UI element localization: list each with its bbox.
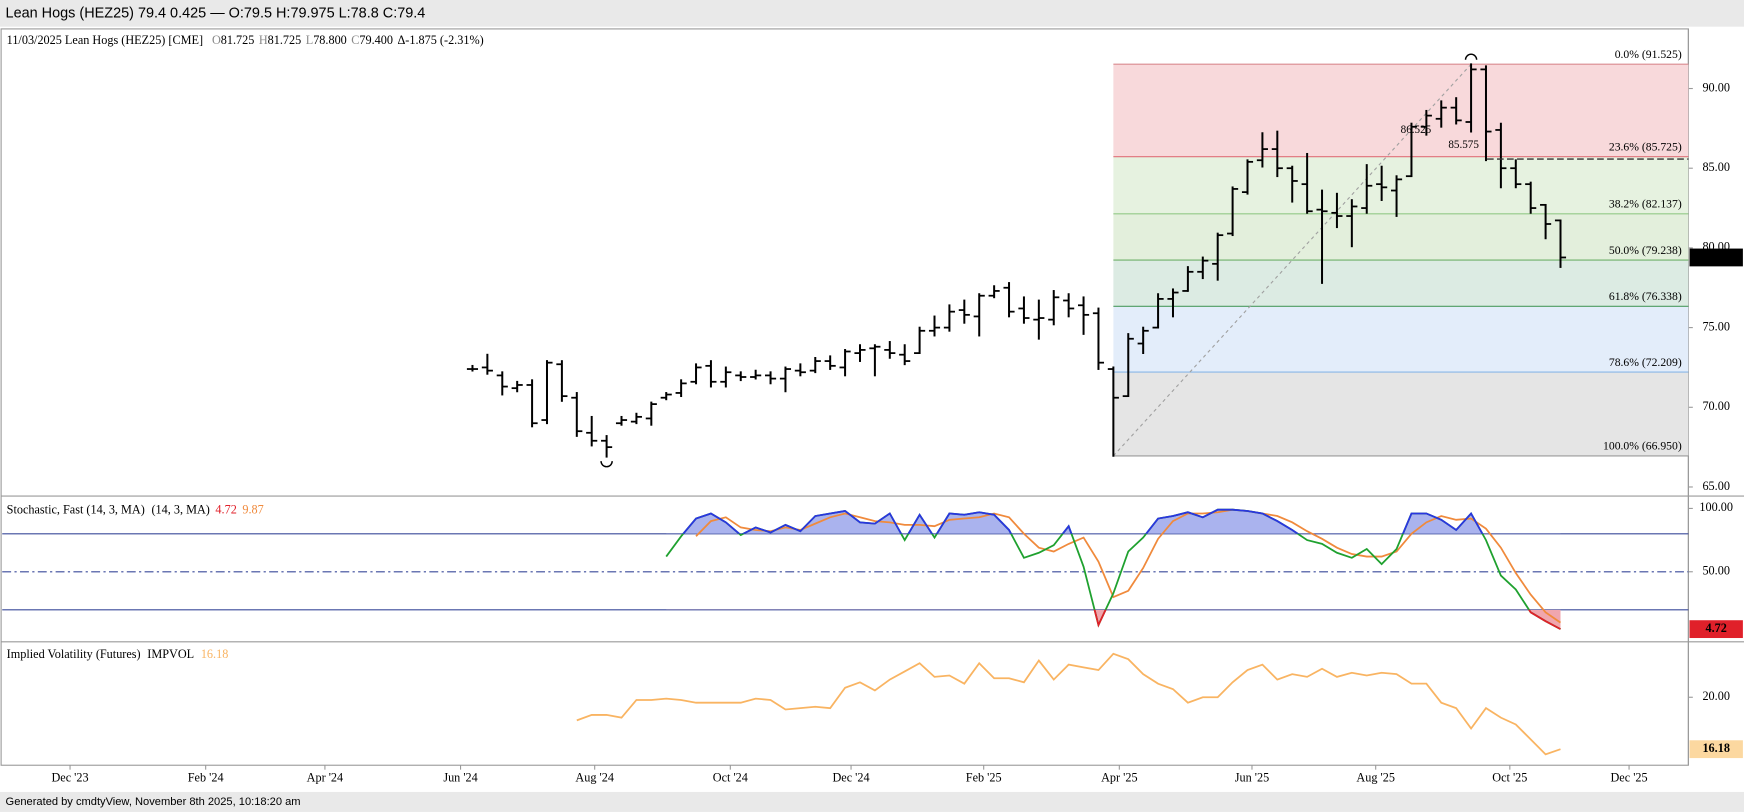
footer-bar <box>0 791 1744 812</box>
x-tick-label: Oct '24 <box>713 770 748 784</box>
x-tick-label: Dec '23 <box>51 770 88 784</box>
legend-value: 79.400 <box>359 33 393 47</box>
y-tick-label: 85.00 <box>1702 160 1729 174</box>
last-value-label: 16.18 <box>1702 741 1729 755</box>
fib-zone <box>1113 64 1689 157</box>
panel-title: Implied Volatility (Futures) IMPVOL 16.18 <box>7 647 229 661</box>
footer-text: Generated by cmdtyView, November 8th 202… <box>6 796 301 808</box>
legend-value: 78.800 <box>313 33 347 47</box>
panel-value: 4.72 <box>215 502 236 516</box>
x-tick-label: Jun '24 <box>443 770 477 784</box>
y-tick-label: 75.00 <box>1702 319 1729 333</box>
fib-zone <box>1113 372 1689 456</box>
panel-subtitle: (14, 3, MA) <box>151 502 209 516</box>
y-tick-label: 100.00 <box>1699 500 1733 514</box>
legend: 11/03/2025 Lean Hogs (HEZ25) [CME] O81.72… <box>7 33 484 47</box>
iv-line <box>576 652 1561 756</box>
x-tick-label: Feb '24 <box>188 770 224 784</box>
fib-label: 78.6% (72.209) <box>1609 356 1682 369</box>
legend-key: L <box>306 33 313 47</box>
y-tick-label: 65.00 <box>1702 479 1729 493</box>
x-tick-label: Feb '25 <box>966 770 1002 784</box>
low-marker <box>600 461 613 468</box>
legend-key: C <box>351 33 359 47</box>
price-marker-label: 85.575 <box>1448 139 1479 151</box>
fib-label: 0.0% (91.525) <box>1615 48 1682 61</box>
fib-label: 50.0% (79.238) <box>1609 244 1682 257</box>
fib-label: 100.0% (66.950) <box>1603 440 1682 453</box>
y-tick-label: 70.00 <box>1702 399 1729 413</box>
panel-value: 9.87 <box>242 502 263 516</box>
legend-change: Δ-1.875 (-2.31%) <box>397 33 483 47</box>
panel-value: 16.18 <box>201 647 229 661</box>
x-tick-label: Apr '24 <box>307 770 343 784</box>
fib-label: 38.2% (82.137) <box>1609 198 1682 211</box>
x-tick-label: Oct '25 <box>1492 770 1527 784</box>
stoch-d-line <box>695 508 1562 624</box>
fib-zone <box>1113 306 1689 373</box>
x-tick-label: Dec '24 <box>832 770 869 784</box>
overbought-fill <box>666 509 1561 534</box>
x-tick-label: Apr '25 <box>1101 770 1137 784</box>
legend-value: 81.725 <box>268 33 302 47</box>
price-marker-label: 86.525 <box>1401 124 1432 136</box>
fib-zone <box>1113 260 1689 307</box>
fib-label: 61.8% (76.338) <box>1609 290 1682 303</box>
x-tick-label: Aug '25 <box>1356 770 1395 784</box>
last-price-label: 79.400 <box>1699 249 1733 263</box>
last-value-box <box>1689 620 1743 639</box>
panel-title: Stochastic, Fast (14, 3, MA) (14, 3, MA) 4… <box>7 502 264 516</box>
high-marker <box>1464 53 1478 60</box>
stoch-k-overbought <box>682 508 1484 534</box>
panel-title-text: Stochastic, Fast (14, 3, MA) <box>7 502 145 516</box>
y-tick-label: 90.00 <box>1702 80 1729 94</box>
legend-key: H <box>259 33 268 47</box>
x-tick-label: Jun '25 <box>1235 770 1269 784</box>
last-value-label: 4.72 <box>1705 621 1726 635</box>
legend-value: 81.725 <box>221 33 255 47</box>
fib-zone <box>1113 213 1689 261</box>
title-bar-text: Lean Hogs (HEZ25) 79.4 0.425 — O:79.5 H:… <box>6 6 426 22</box>
y-tick-label: 20.00 <box>1702 689 1729 703</box>
fib-label: 23.6% (85.725) <box>1609 140 1682 153</box>
last-price-box <box>1689 248 1743 267</box>
title-bar <box>0 0 1744 27</box>
y-tick-label: 50.00 <box>1702 564 1729 578</box>
legend-symbol: 11/03/2025 Lean Hogs (HEZ25) [CME] <box>7 33 203 47</box>
legend-key: O <box>212 33 221 47</box>
x-tick-label: Dec '25 <box>1610 770 1647 784</box>
panel-subtitle: IMPVOL <box>147 647 194 661</box>
last-value-box <box>1689 740 1743 759</box>
x-tick-label: Aug '24 <box>575 770 614 784</box>
panel-title-text: Implied Volatility (Futures) <box>7 647 141 661</box>
fib-zone <box>1113 156 1689 214</box>
